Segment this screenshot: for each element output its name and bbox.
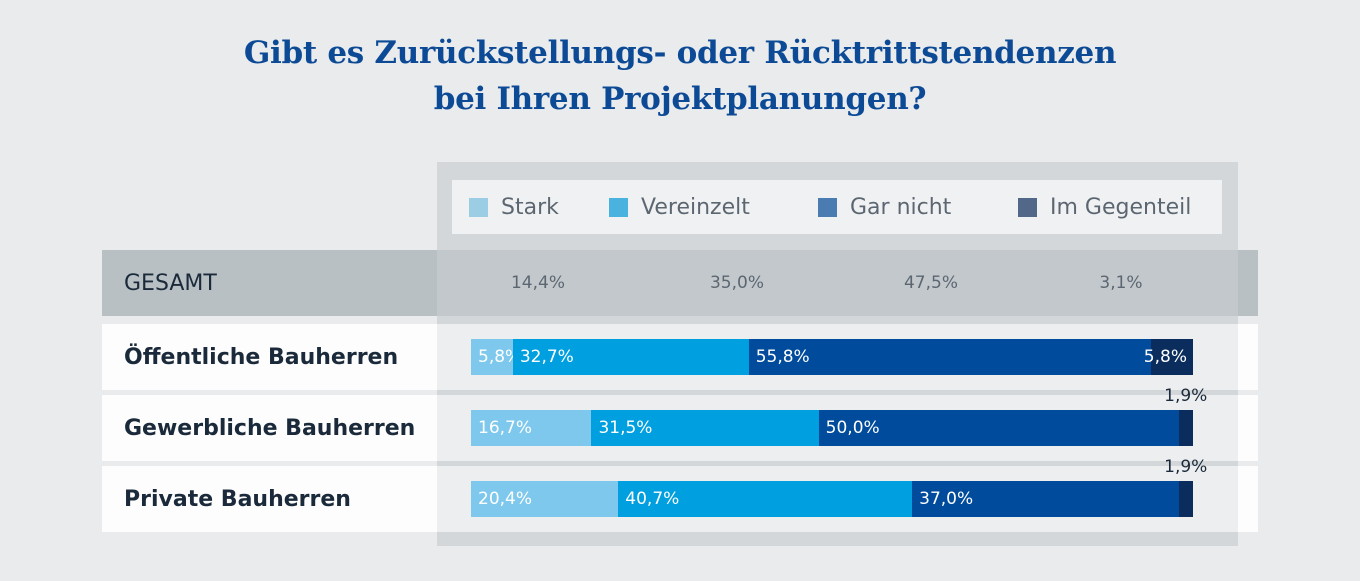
legend-label-gar-nicht: Gar nicht <box>850 194 952 220</box>
legend-item-vereinzelt: Vereinzelt <box>609 180 750 234</box>
legend-label-stark: Stark <box>501 194 559 220</box>
bar-private-vereinzelt: 40,7% <box>618 481 913 517</box>
bar-label-gewerbliche-gar-nicht: 50,0% <box>825 418 880 438</box>
bar-gewerbliche-im-gegenteil <box>1179 410 1193 446</box>
bar-label-gewerbliche-vereinzelt: 31,5% <box>598 418 653 438</box>
legend-label-vereinzelt: Vereinzelt <box>641 194 750 220</box>
bar-label-private-stark: 20,4% <box>478 489 533 509</box>
gesamt-label: GESAMT <box>124 270 217 296</box>
bar-private-gar-nicht: 37,0% <box>912 481 1180 517</box>
bar-label-private-im-gegenteil: 1,9% <box>1164 457 1208 477</box>
bar-label-oeffentliche-stark: 5,8% <box>478 347 522 367</box>
row-label-gewerbliche-bauherren: Gewerbliche Bauherren <box>124 415 416 441</box>
bar-label-oeffentliche-gar-nicht: 55,8% <box>755 347 810 367</box>
legend-swatch-gar-nicht <box>818 197 837 217</box>
bar-label-private-vereinzelt: 40,7% <box>625 489 680 509</box>
chart-title: Gibt es Zurückstellungs- oder Rücktritts… <box>0 30 1360 122</box>
bar-label-oeffentliche-im-gegenteil: 5,8% <box>1143 347 1187 367</box>
legend-swatch-vereinzelt <box>609 197 628 217</box>
chart-title-line-1: Gibt es Zurückstellungs- oder Rücktritts… <box>243 35 1117 71</box>
bar-private-stark: 20,4% <box>471 481 619 517</box>
legend-item-gar-nicht: Gar nicht <box>818 180 951 234</box>
legend-item-stark: Stark <box>469 180 559 234</box>
row-label-oeffentliche-bauherren: Öffentliche Bauherren <box>124 344 399 370</box>
chart-title-line-2: bei Ihren Projektplanungen? <box>433 81 927 117</box>
bar-gewerbliche-stark: 16,7% <box>471 410 592 446</box>
bar-oeffentliche-gar-nicht: 55,8% <box>748 339 1152 375</box>
gesamt-row: GESAMT 14,4% 35,0% 47,5% 3,1% <box>102 250 1258 316</box>
bar-private-im-gegenteil <box>1179 481 1193 517</box>
bar-gewerbliche-vereinzelt: 31,5% <box>591 410 819 446</box>
bar-label-private-gar-nicht: 37,0% <box>919 489 974 509</box>
legend-item-im-gegenteil: Im Gegenteil <box>1018 180 1191 234</box>
legend-label-im-gegenteil: Im Gegenteil <box>1050 194 1192 220</box>
bar-oeffentliche-vereinzelt: 32,7% <box>512 339 749 375</box>
bar-label-oeffentliche-vereinzelt: 32,7% <box>519 347 574 367</box>
bar-oeffentliche-stark: 5,8% <box>471 339 521 375</box>
bar-oeffentliche-im-gegenteil: 5,8% <box>1144 339 1193 375</box>
gesamt-value-stark: 14,4% <box>510 273 565 293</box>
row-label-private-bauherren: Private Bauherren <box>124 486 351 512</box>
legend-swatch-im-gegenteil <box>1018 197 1037 217</box>
legend: Stark Vereinzelt Gar nicht Im Gegenteil <box>452 180 1222 234</box>
gesamt-value-im-gegenteil: 3,1% <box>1099 273 1143 293</box>
bar-label-gewerbliche-stark: 16,7% <box>478 418 533 438</box>
bar-gewerbliche-gar-nicht: 50,0% <box>818 410 1180 446</box>
bar-label-gewerbliche-im-gegenteil: 1,9% <box>1164 386 1208 406</box>
gesamt-value-vereinzelt: 35,0% <box>709 273 764 293</box>
gesamt-value-gar-nicht: 47,5% <box>903 273 958 293</box>
legend-swatch-stark <box>469 197 488 217</box>
